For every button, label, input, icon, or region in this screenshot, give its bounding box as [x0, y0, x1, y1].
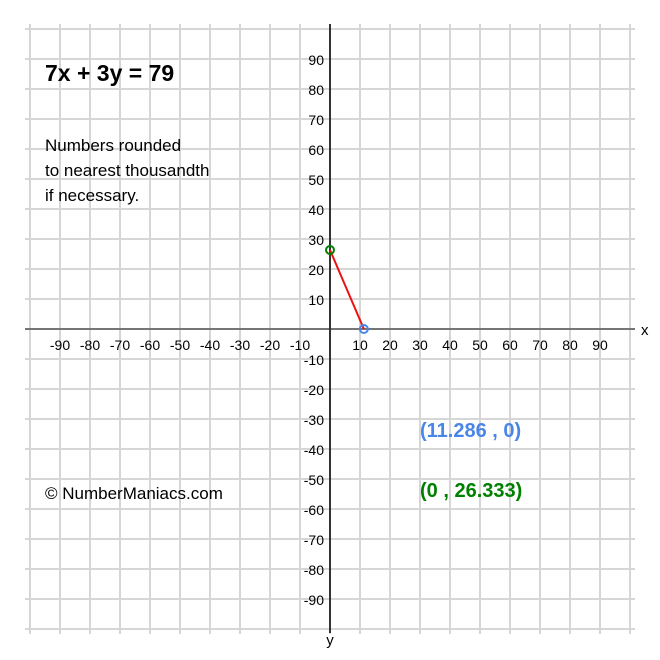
x-tick-label: 80 — [562, 337, 578, 353]
y-tick-label: -20 — [304, 382, 324, 398]
x-tick-label: 20 — [382, 337, 398, 353]
equation-line — [329, 249, 365, 330]
x-tick-label: -80 — [80, 337, 100, 353]
x-intercept-label: (11.286 , 0) — [420, 420, 522, 442]
x-tick-label: -90 — [50, 337, 70, 353]
x-tick-label: -20 — [260, 337, 280, 353]
y-tick-label: 70 — [308, 112, 324, 128]
y-tick-label: 40 — [308, 202, 324, 218]
copyright: © NumberManiacs.com — [45, 484, 223, 503]
y-tick-label: 80 — [308, 82, 324, 98]
x-tick-label: 60 — [502, 337, 518, 353]
x-tick-label: 70 — [532, 337, 548, 353]
y-tick-label: 90 — [308, 52, 324, 68]
y-axis-label: y — [326, 632, 334, 649]
intercept-point — [358, 324, 369, 334]
x-tick-label: -10 — [290, 337, 310, 353]
rounding-note: Numbers rounded to nearest thousandth if… — [45, 133, 305, 208]
x-tick-label: -60 — [140, 337, 160, 353]
intercept-point — [325, 245, 335, 256]
x-tick-label: -30 — [230, 337, 250, 353]
x-tick-label: -40 — [200, 337, 220, 353]
y-tick-label: -10 — [304, 352, 324, 368]
y-tick-label: -50 — [304, 472, 324, 488]
x-tick-label: 90 — [592, 337, 608, 353]
note-line: Numbers rounded — [45, 136, 182, 155]
x-tick-label: -70 — [110, 337, 130, 353]
y-tick-label: 50 — [308, 172, 324, 188]
x-axis-label: x — [641, 322, 649, 339]
y-tick-label: -80 — [304, 562, 324, 578]
y-tick-label: -40 — [304, 442, 324, 458]
equation-title: 7x + 3y = 79 — [45, 60, 175, 86]
y-tick-label: 20 — [308, 262, 324, 278]
x-tick-label: 50 — [472, 337, 488, 353]
y-intercept-label: (0 , 26.333) — [420, 480, 523, 502]
x-tick-label: 30 — [412, 337, 428, 353]
x-tick-label: 10 — [352, 337, 368, 353]
note-line: to nearest thousandth — [45, 161, 210, 180]
y-tick-label: 10 — [308, 292, 324, 308]
note-line: if necessary. — [45, 186, 140, 205]
y-tick-label: -70 — [304, 532, 324, 548]
y-tick-label: 60 — [308, 142, 324, 158]
x-tick-label: -50 — [170, 337, 190, 353]
x-tick-label: 40 — [442, 337, 458, 353]
y-tick-label: -30 — [304, 412, 324, 428]
y-tick-label: 30 — [308, 232, 324, 248]
y-tick-label: -90 — [304, 592, 324, 608]
y-tick-label: -60 — [304, 502, 324, 518]
